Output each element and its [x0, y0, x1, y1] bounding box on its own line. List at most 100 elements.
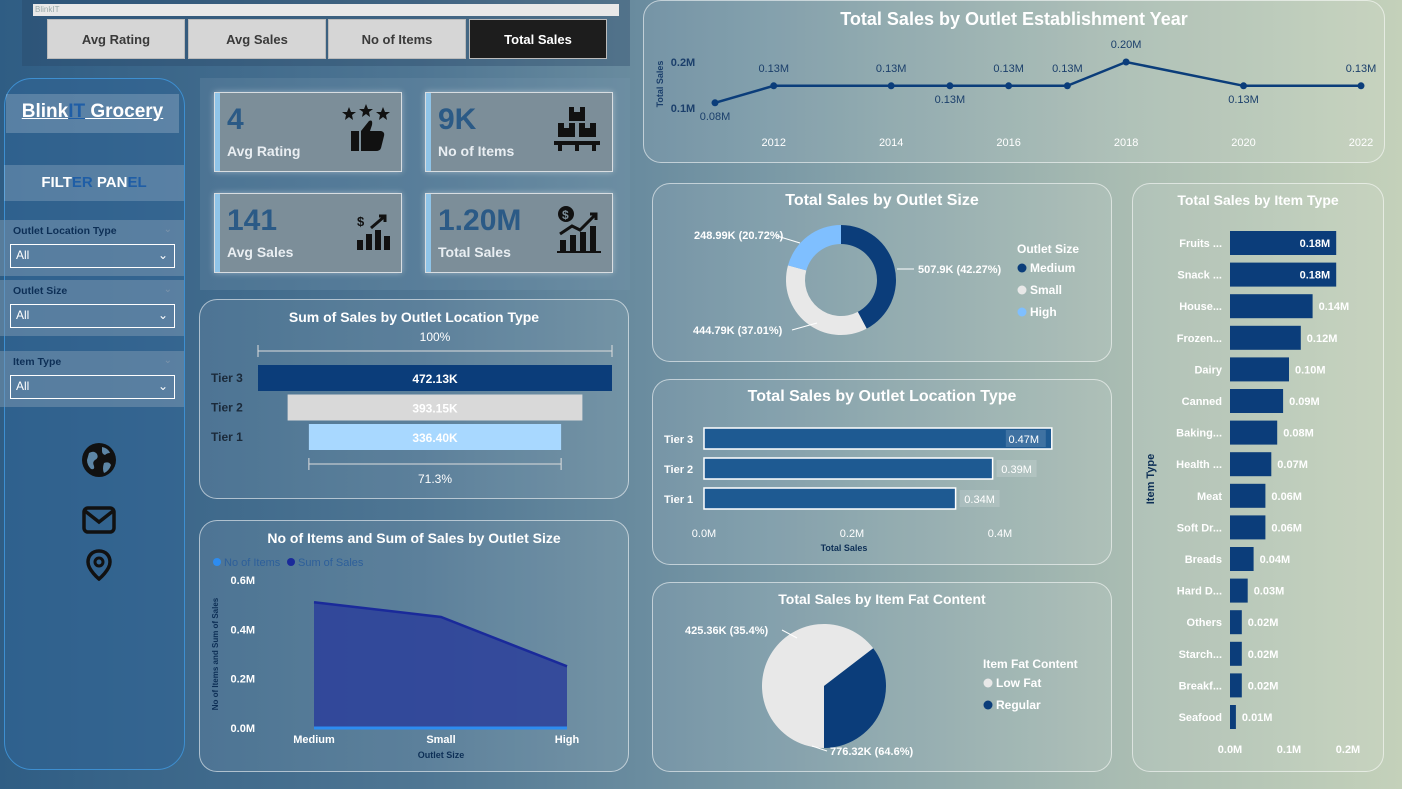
item-type-bar [1230, 452, 1272, 477]
outlet-size-donut-chart: 507.9K (42.27%) 444.79K (37.01%) 248.99K (… [693, 225, 1079, 337]
x-tick-label: 2014 [879, 137, 903, 149]
kpi-value: 1.20M [438, 204, 522, 237]
x-tick-label: 2018 [1114, 137, 1138, 149]
kpi-value: 4 [227, 103, 244, 136]
x-tick-label: 2016 [996, 137, 1020, 149]
item-type-bar [1230, 610, 1242, 635]
kpi-card-avg-sales: 141 Avg Sales $ [214, 193, 402, 273]
category-label: Breakf... [1179, 680, 1222, 692]
top-strip: BlinkIT [33, 4, 619, 16]
item-type-bar [1230, 389, 1284, 413]
filter-label: Outlet Size [13, 285, 68, 297]
avg-rating-button[interactable]: Avg Rating [47, 19, 185, 59]
y-tick-label: 0.0M [231, 723, 255, 735]
kpi-label: Total Sales [438, 244, 511, 260]
bar-value-label: 0.09M [1289, 396, 1320, 408]
kpi-card-total-sales: 1.20M Total Sales $ [425, 193, 613, 273]
mail-icon[interactable] [82, 506, 116, 534]
y-axis-label: No of Items and Sum of Sales [211, 597, 220, 710]
donut-slice [786, 265, 867, 335]
no-of-items-button[interactable]: No of Items [328, 19, 466, 59]
bar-value-label: 472.13K [412, 372, 458, 386]
bar-value-label: 0.04M [1260, 554, 1291, 566]
funnel-bar [308, 424, 562, 450]
category-label: Fruits ... [1179, 238, 1222, 250]
year-chart-card: Total Sales by Outlet Establishment Year [643, 0, 1385, 163]
item-type-bar [1230, 483, 1266, 508]
outlet-location-type-select[interactable]: All ⌄ [10, 244, 175, 268]
item-type-bar [1230, 641, 1242, 666]
data-label: 0.13M [1052, 63, 1083, 75]
chart-title: Sum of Sales by Outlet Location Type [288, 309, 540, 325]
bar-value-label: 0.06M [1271, 522, 1302, 534]
x-tick-label: 2022 [1349, 137, 1373, 149]
data-point [711, 99, 719, 107]
data-point [770, 82, 778, 90]
leader-line [811, 745, 828, 752]
x-tick-label: 0.1M [1277, 744, 1301, 756]
data-label: 0.13M [876, 63, 907, 75]
chart-title: No of Items and Sum of Sales by Outlet S… [267, 530, 561, 546]
sales-line [714, 60, 1361, 105]
brand-logo: BlinkIT Grocery [6, 94, 179, 133]
outlet-size-select[interactable]: All ⌄ [10, 304, 175, 328]
slice-label: 248.99K (20.72%) [694, 230, 784, 242]
x-tick-label: 2012 [761, 137, 785, 149]
legend-marker [287, 558, 295, 566]
bar-value-label: 0.07M [1277, 459, 1308, 471]
legend-label: Sum of Sales [298, 557, 364, 569]
item-type-bar [1230, 515, 1266, 540]
location-bar [703, 487, 957, 510]
bar-value-label: 0.02M [1248, 649, 1279, 661]
category-label: Canned [1182, 396, 1222, 408]
bar-value-label: 0.02M [1248, 617, 1279, 629]
outlet-size-area-chart: No of Items Sum of Sales 0.6M 0.4M 0.2M 0.0M N… [211, 557, 579, 760]
item-type-bar [1230, 547, 1254, 571]
bar-value-label: 0.14M [1319, 301, 1350, 313]
year-line-chart: Total Sales 0.2M 0.1M 2012 2014 2016 2018 2020 2… [655, 39, 1377, 149]
bar-value-label: 0.47M [1009, 434, 1040, 446]
kpi-value: 141 [227, 204, 278, 237]
item-type-bar [1230, 420, 1278, 445]
legend-marker [983, 700, 993, 710]
chart-title: Total Sales by Outlet Size [785, 192, 979, 209]
bar-value-label: 0.12M [1307, 333, 1338, 345]
data-label: 0.13M [758, 63, 789, 75]
item-type-select[interactable]: All ⌄ [10, 375, 175, 399]
category-label: Hard D... [1177, 586, 1222, 598]
x-tick-label: 0.2M [1336, 744, 1360, 756]
chevron-down-icon[interactable]: ⌄ [163, 355, 172, 366]
category-label: Soft Dr... [1177, 522, 1222, 534]
x-tick-label: Medium [293, 734, 335, 746]
category-label: Others [1187, 617, 1222, 629]
y-tick-label: 0.4M [231, 624, 255, 636]
y-axis-label: Total Sales [655, 61, 665, 108]
item-type-bar [1230, 705, 1236, 729]
category-label: Tier 2 [664, 464, 693, 476]
legend-marker [1017, 263, 1027, 273]
legend-marker [1017, 285, 1027, 295]
bar-value-label: 0.10M [1295, 364, 1326, 376]
value-label-bg [959, 490, 1000, 507]
globe-icon[interactable] [80, 441, 118, 479]
value-label-bg [1005, 430, 1046, 447]
item-type-bar [1230, 325, 1301, 350]
chevron-down-icon[interactable]: ⌄ [163, 284, 172, 295]
chevron-down-icon[interactable]: ⌄ [163, 224, 172, 235]
category-label: Tier 3 [211, 371, 243, 385]
item-type-bar [1230, 673, 1242, 698]
legend-label: Medium [1030, 261, 1075, 275]
kpi-value: 9K [438, 103, 477, 136]
bar-value-label: 336.40K [412, 431, 458, 445]
total-sales-button[interactable]: Total Sales [469, 19, 607, 59]
category-label: Tier 3 [664, 434, 693, 446]
rating-thumbs-icon [342, 104, 390, 151]
bar-value-label: 0.03M [1254, 586, 1285, 598]
item-type-bar [1230, 231, 1337, 255]
x-tick-label: 0.0M [692, 528, 716, 540]
location-pin-icon[interactable] [86, 549, 112, 581]
data-label: 0.13M [1346, 63, 1377, 75]
bar-value-label: 0.39M [1001, 464, 1032, 476]
avg-sales-button[interactable]: Avg Sales [188, 19, 326, 59]
slice-label: 425.36K (35.4%) [685, 625, 768, 637]
